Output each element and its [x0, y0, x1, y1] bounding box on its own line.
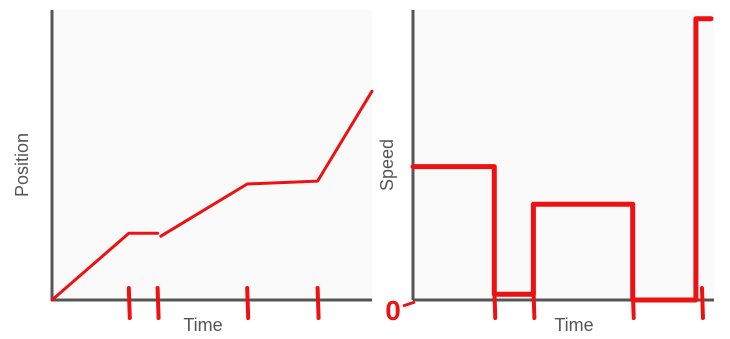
plot-area [413, 10, 714, 300]
y-axis-label: Position [12, 133, 32, 197]
zero-connector [402, 300, 416, 308]
plot-area [52, 10, 372, 300]
x-axis-label: Time [183, 315, 222, 335]
time-tick-mark-2 [245, 286, 251, 320]
speed-time-chart: Time Speed 0 [377, 10, 714, 335]
y-axis-label: Speed [377, 139, 397, 191]
time-tick-mark-0 [492, 286, 498, 320]
series-line-0 [50, 231, 160, 302]
time-tick-mark-1 [155, 286, 161, 320]
series-line-0 [410, 16, 714, 303]
time-tick-mark-3 [315, 286, 321, 320]
time-tick-mark-3 [699, 286, 705, 320]
zero-annotation: 0 [385, 295, 401, 326]
time-tick-mark-1 [531, 286, 537, 320]
x-axis-label: Time [554, 315, 593, 335]
time-tick-mark-2 [630, 286, 636, 320]
series-line-1 [159, 89, 374, 238]
position-time-chart: Time Position [12, 10, 374, 335]
time-tick-mark-0 [126, 286, 132, 320]
